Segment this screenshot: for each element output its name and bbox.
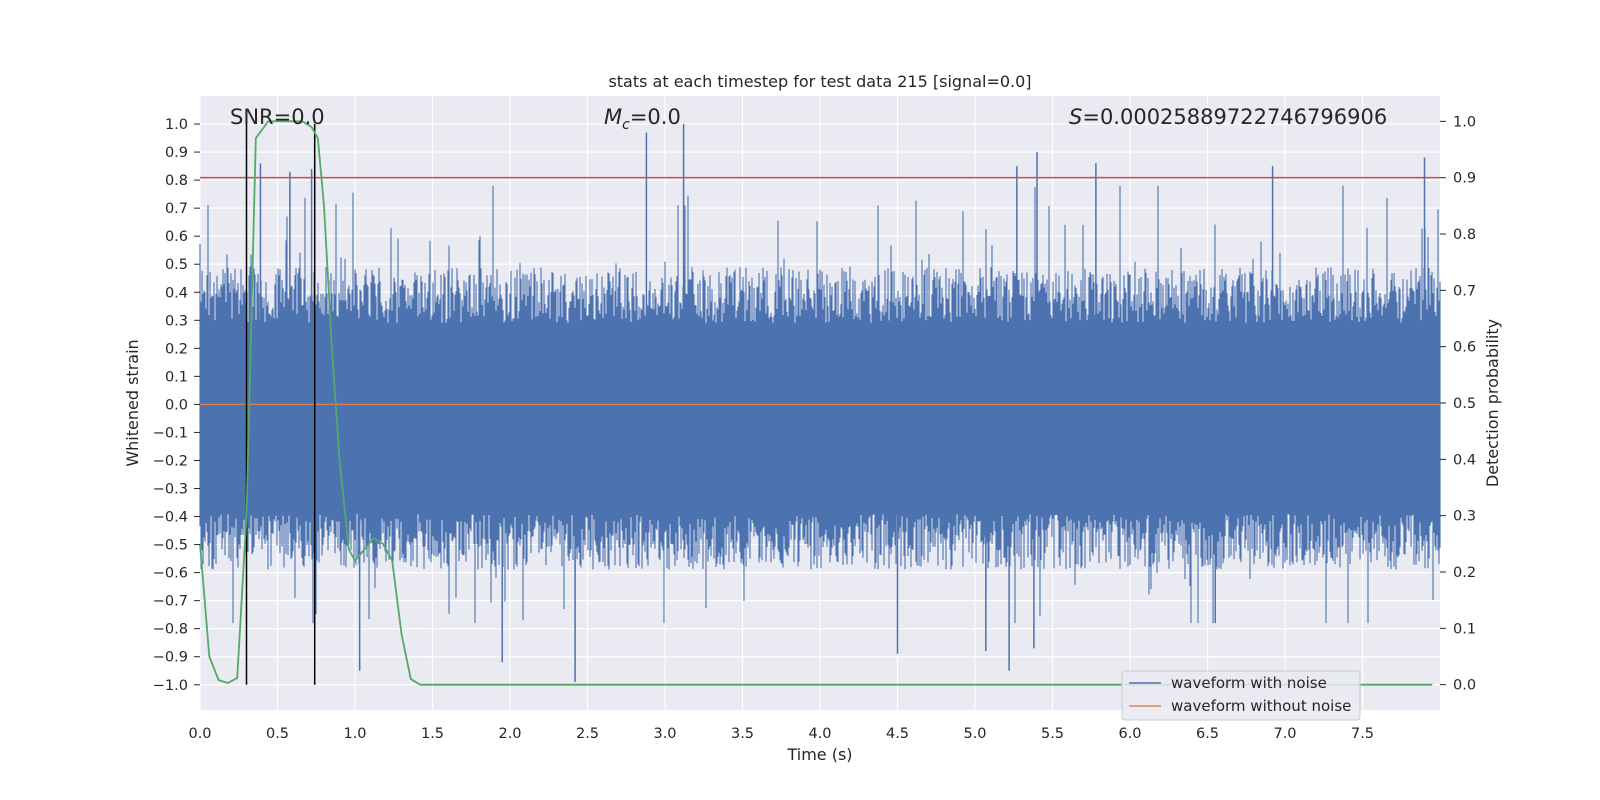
y-tick-label-12: −0.2 xyxy=(153,453,188,469)
y-tick-label-5: 0.5 xyxy=(165,257,188,273)
y2-tick-label-2: 0.8 xyxy=(1453,227,1476,243)
x-tick-label-0: 0.0 xyxy=(188,726,211,742)
x-tick-label-13: 6.5 xyxy=(1196,726,1219,742)
x-axis-ticks: 0.0 0.5 1.0 1.5 2.0 2.5 3.0 3.5 4.0 4.5 5.0 5.5 6.0 6… xyxy=(188,726,1374,742)
x-tick-label-1: 0.5 xyxy=(266,726,289,742)
y-tick-label-8: 0.2 xyxy=(165,341,188,357)
x-tick-label-15: 7.5 xyxy=(1351,726,1374,742)
x-tick-label-11: 5.5 xyxy=(1041,726,1064,742)
y-tick-label-10: 0.0 xyxy=(165,397,188,413)
y2-tick-label-10: 0.0 xyxy=(1453,678,1476,694)
y2-tick-label-7: 0.3 xyxy=(1453,509,1476,525)
legend-label-with-noise: waveform with noise xyxy=(1171,674,1327,692)
y2-axis-ticks: 1.0 0.9 0.8 0.7 0.6 0.5 0.4 0.3 0.2 0.1 0.0 xyxy=(1440,114,1476,694)
y2-tick-label-4: 0.6 xyxy=(1453,340,1476,356)
y2-tick-label-9: 0.1 xyxy=(1453,621,1476,637)
y2-tick-label-3: 0.7 xyxy=(1453,283,1476,299)
y-tick-label-19: −0.9 xyxy=(153,650,188,666)
y-tick-label-1: 0.9 xyxy=(165,145,188,161)
y-tick-label-13: −0.3 xyxy=(153,482,188,498)
x-tick-label-12: 6.0 xyxy=(1118,726,1141,742)
chirp-mass-subscript: c xyxy=(622,117,630,133)
s-symbol: S xyxy=(1069,105,1082,129)
y2-tick-label-8: 0.2 xyxy=(1453,565,1476,581)
x-tick-label-4: 2.0 xyxy=(498,726,521,742)
y-axis-ticks: 1.0 0.9 0.8 0.7 0.6 0.5 0.4 0.3 0.2 0.1 0.0 −0.1 −0.… xyxy=(153,117,200,694)
y-tick-label-17: −0.7 xyxy=(153,594,188,610)
overlay-lines xyxy=(200,124,1440,685)
snr-annotation: SNR=0.0 xyxy=(230,105,325,129)
y-tick-label-7: 0.3 xyxy=(165,313,188,329)
y2-tick-label-1: 0.9 xyxy=(1453,171,1476,187)
y-tick-label-2: 0.8 xyxy=(165,173,188,189)
detection-probability-line xyxy=(199,120,1433,686)
y2-tick-label-5: 0.5 xyxy=(1453,396,1476,412)
y2-axis-label: Detection probability xyxy=(1483,319,1502,487)
y-tick-label-0: 1.0 xyxy=(165,117,188,133)
y-tick-label-20: −1.0 xyxy=(153,678,188,694)
y-tick-label-18: −0.8 xyxy=(153,622,188,638)
x-tick-label-7: 3.5 xyxy=(731,726,754,742)
legend-label-without-noise: waveform without noise xyxy=(1171,697,1351,715)
y-tick-label-11: −0.1 xyxy=(153,425,188,441)
x-tick-label-14: 7.0 xyxy=(1273,726,1296,742)
y-tick-label-14: −0.4 xyxy=(153,510,188,526)
x-tick-label-8: 4.0 xyxy=(808,726,831,742)
x-tick-label-9: 4.5 xyxy=(886,726,909,742)
detection-probability-series xyxy=(199,120,1433,686)
chart-title: stats at each timestep for test data 215… xyxy=(608,72,1031,91)
chirp-mass-annotation: Mc=0.0 xyxy=(604,105,681,133)
chirp-mass-value: =0.0 xyxy=(630,105,681,129)
chirp-mass-symbol: M xyxy=(604,105,622,129)
y-tick-label-6: 0.4 xyxy=(165,285,188,301)
y2-tick-label-6: 0.4 xyxy=(1453,452,1476,468)
x-tick-label-10: 5.0 xyxy=(963,726,986,742)
x-tick-label-6: 3.0 xyxy=(653,726,676,742)
x-tick-label-2: 1.0 xyxy=(343,726,366,742)
y-tick-label-4: 0.6 xyxy=(165,229,188,245)
y-tick-label-3: 0.7 xyxy=(165,201,188,217)
x-axis-label: Time (s) xyxy=(786,745,852,764)
legend: waveform with noise waveform without noi… xyxy=(1121,670,1361,721)
y-tick-label-16: −0.6 xyxy=(153,566,188,582)
s-value: =0.00025889722746796906 xyxy=(1082,105,1387,129)
y2-tick-label-0: 1.0 xyxy=(1453,114,1476,130)
s-annotation: S=0.00025889722746796906 xyxy=(1069,105,1387,129)
x-tick-label-5: 2.5 xyxy=(576,726,599,742)
y-tick-label-15: −0.5 xyxy=(153,538,188,554)
y-axis-label: Whitened strain xyxy=(123,339,142,466)
y-tick-label-9: 0.1 xyxy=(165,369,188,385)
legend-box xyxy=(1121,670,1361,721)
x-tick-label-3: 1.5 xyxy=(421,726,444,742)
